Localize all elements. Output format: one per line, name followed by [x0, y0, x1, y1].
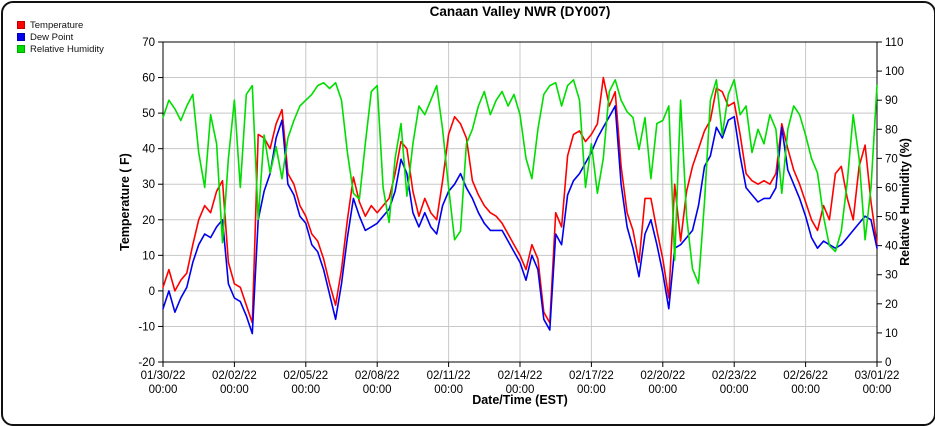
x-tick-date: 02/17/22: [569, 370, 614, 382]
left-tick-label: -20: [138, 357, 155, 369]
x-tick-time: 00:00: [291, 384, 320, 396]
legend-item-dew-point: Dew Point: [17, 31, 104, 43]
legend-label: Relative Humidity: [30, 43, 104, 55]
chart-title: Canaan Valley NWR (DY007): [429, 4, 611, 19]
legend-item-relative-humidity: Relative Humidity: [17, 43, 104, 55]
x-tick-time: 00:00: [577, 384, 606, 396]
temperature-line: [162, 76, 878, 324]
x-tick-date: 02/11/22: [427, 370, 471, 382]
left-tick-label: 30: [142, 179, 155, 191]
x-tick-date: 02/26/22: [783, 370, 828, 382]
x-tick-time: 00:00: [506, 384, 535, 396]
left-axis-ticks: 70 60 50 40 30 20 10 0 -10 -20: [138, 37, 163, 369]
x-tick-date: 02/20/22: [640, 370, 685, 382]
left-tick-label: 0: [149, 286, 155, 298]
x-tick-time: 00:00: [791, 384, 820, 396]
left-tick-label: 50: [142, 108, 155, 120]
x-tick-time: 00:00: [720, 384, 749, 396]
x-tick-date: 02/08/22: [355, 370, 400, 382]
right-tick-label: 20: [885, 299, 898, 311]
x-tick-date: 02/14/22: [498, 370, 543, 382]
x-tick-time: 00:00: [220, 384, 249, 396]
right-tick-label: 110: [885, 37, 903, 49]
x-tick-date: 01/30/22: [141, 370, 186, 382]
legend: Temperature Dew Point Relative Humidity: [17, 19, 104, 55]
legend-label: Dew Point: [30, 31, 74, 43]
right-tick-label: 100: [885, 66, 904, 78]
gridlines: [163, 42, 877, 362]
right-tick-label: 60: [885, 182, 898, 194]
x-tick-time: 00:00: [363, 384, 392, 396]
right-tick-label: 70: [885, 153, 898, 165]
left-tick-label: 20: [142, 215, 155, 227]
x-tick-date: 02/23/22: [712, 370, 757, 382]
right-tick-label: 30: [885, 270, 898, 282]
right-tick-label: 50: [885, 212, 898, 224]
left-tick-label: 10: [142, 250, 155, 262]
legend-item-temperature: Temperature: [17, 19, 104, 31]
temperature-swatch-icon: [17, 21, 25, 29]
x-axis-ticks: 01/30/22 00:00 02/02/22 00:00 02/05/22 00:00 0…: [141, 362, 900, 396]
right-tick-label: 80: [885, 124, 898, 136]
right-tick-label: 40: [885, 241, 898, 253]
right-axis-title: Relative Humidity (%): [898, 138, 912, 266]
right-tick-label: 90: [885, 95, 898, 107]
x-tick-date: 03/01/22: [855, 370, 900, 382]
left-tick-label: 40: [142, 144, 155, 156]
left-tick-label: -10: [138, 321, 155, 333]
legend-label: Temperature: [30, 19, 84, 31]
x-tick-time: 00:00: [149, 384, 178, 396]
right-tick-label: 10: [885, 328, 898, 340]
x-tick-time: 00:00: [434, 384, 463, 396]
dew-point-line: [162, 105, 878, 335]
relative-humidity-line: [162, 79, 878, 285]
x-tick-time: 00:00: [648, 384, 677, 396]
x-tick-date: 02/05/22: [283, 370, 328, 382]
x-axis-title: Date/Time (EST): [472, 393, 568, 407]
left-tick-label: 60: [142, 73, 155, 85]
right-tick-label: 0: [885, 357, 891, 369]
x-tick-time: 00:00: [863, 384, 892, 396]
x-tick-date: 02/02/22: [212, 370, 257, 382]
relative-humidity-swatch-icon: [17, 45, 25, 53]
left-tick-label: 70: [142, 37, 155, 49]
left-axis-title: Temperature ( F): [118, 153, 132, 251]
dew-point-swatch-icon: [17, 33, 25, 41]
